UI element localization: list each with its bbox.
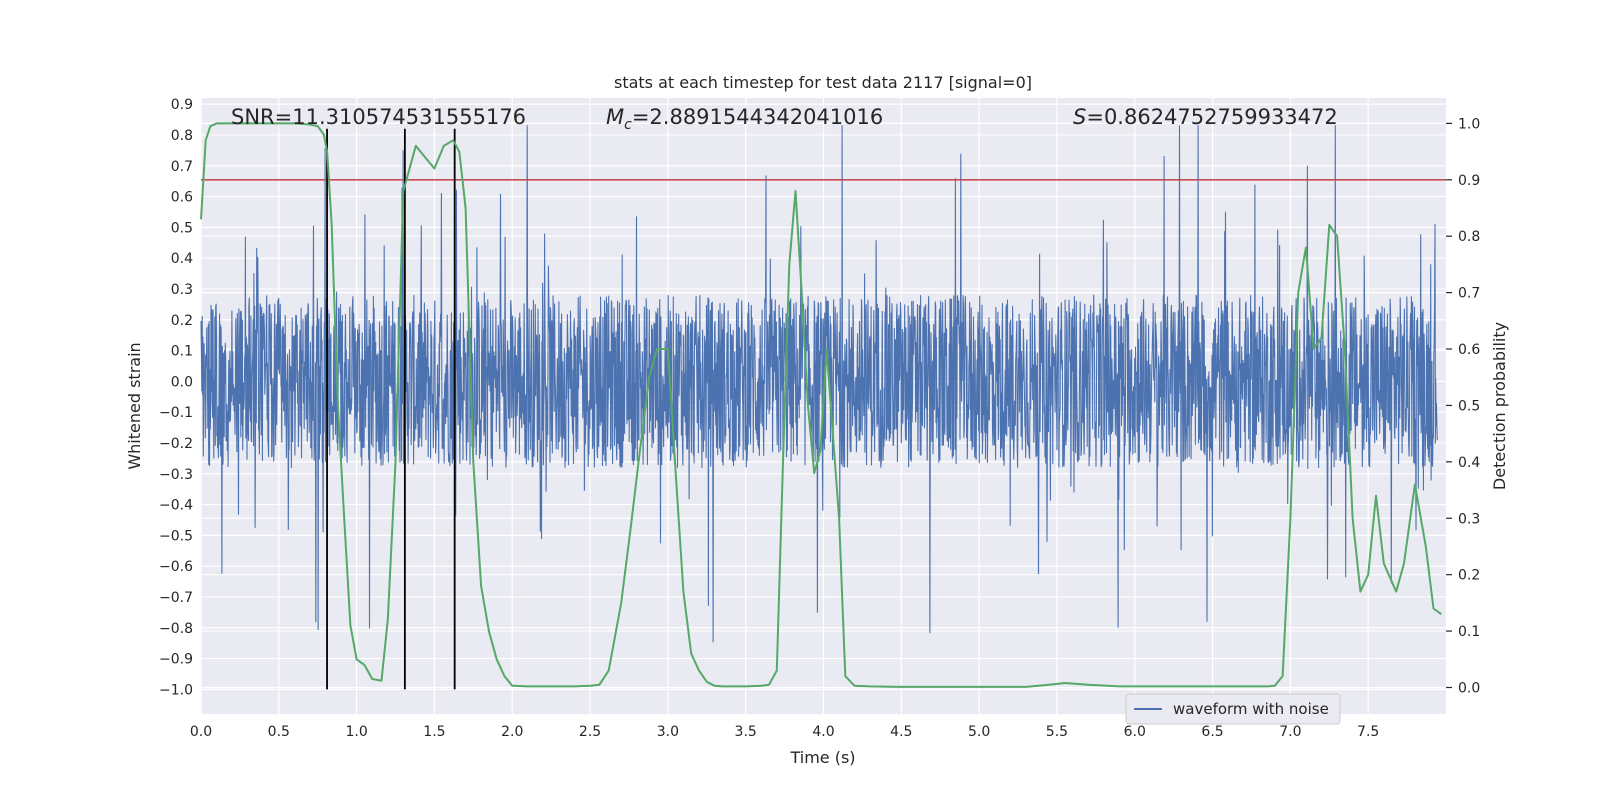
x-tick-label-5: 2.5	[579, 724, 601, 740]
score-symbol: S	[1073, 105, 1086, 129]
y-tick-label-11: −0.2	[159, 436, 193, 452]
chirp-mass-symbol: M	[606, 105, 624, 129]
x-tick-label-11: 5.5	[1046, 724, 1068, 740]
y-tick-label-17: −0.8	[159, 621, 193, 637]
probability-series-path	[200, 122, 1442, 688]
x-tick-label-1: 0.5	[268, 724, 290, 740]
y-tick-label-4: 0.5	[171, 220, 193, 236]
x-tick-label-3: 1.5	[423, 724, 445, 740]
y-tick-label-12: −0.3	[159, 467, 193, 483]
y2-tick-label-8: 0.8	[1458, 229, 1480, 245]
x-tick-label-14: 7.0	[1279, 724, 1301, 740]
x-tick-label-15: 7.5	[1357, 724, 1379, 740]
y-tick-label-6: 0.3	[171, 282, 193, 298]
x-tick-label-10: 5.0	[968, 724, 990, 740]
waveform-series-path	[200, 125, 1438, 643]
x-tick-label-7: 3.5	[735, 724, 757, 740]
y2-tick-label-9: 0.9	[1458, 173, 1480, 189]
vertical-markers	[326, 128, 456, 690]
chirp-mass-subscript: c	[624, 117, 632, 133]
x-tick-label-9: 4.5	[890, 724, 912, 740]
y-tick-label-16: −0.7	[159, 590, 193, 606]
y2-tick-label-0: 0.0	[1458, 680, 1480, 696]
x-tick-label-12: 6.0	[1124, 724, 1146, 740]
y2-axis-title: Detection probability	[1490, 322, 1509, 490]
x-tick-label-13: 6.5	[1201, 724, 1223, 740]
y-tick-label-7: 0.2	[171, 313, 193, 329]
y2-tick-label-2: 0.2	[1458, 568, 1480, 584]
y2-tick-label-4: 0.4	[1458, 455, 1480, 471]
y2-tick-label-6: 0.6	[1458, 342, 1480, 358]
waveform-line	[200, 125, 1438, 643]
y-tick-label-1: 0.8	[171, 128, 193, 144]
legend: waveform with noise	[1125, 693, 1341, 725]
legend-box	[1125, 693, 1341, 725]
x-tick-label-6: 3.0	[657, 724, 679, 740]
y-tick-label-14: −0.5	[159, 528, 193, 544]
y-tick-label-9: 0.0	[171, 374, 193, 390]
y2-tick-label-7: 0.7	[1458, 286, 1480, 302]
score-annotation: S=0.8624752759933472	[1073, 105, 1338, 129]
y2-tick-label-10: 1.0	[1458, 116, 1480, 132]
x-tick-label-2: 1.0	[345, 724, 367, 740]
x-tick-label-8: 4.0	[812, 724, 834, 740]
y-tick-label-13: −0.4	[159, 498, 193, 514]
y-tick-label-8: 0.1	[171, 344, 193, 360]
x-tick-label-4: 2.0	[501, 724, 523, 740]
chirp-mass-value: =2.8891544342041016	[632, 105, 883, 129]
snr-annotation: SNR=11.310574531555176	[231, 105, 526, 129]
y-tick-label-0: 0.9	[171, 97, 193, 113]
x-tick-label-0: 0.0	[190, 724, 212, 740]
y2-tick-label-1: 0.1	[1458, 624, 1480, 640]
chirp-mass-annotation: Mc=2.8891544342041016	[606, 105, 883, 133]
y2-tick-label-5: 0.5	[1458, 398, 1480, 414]
chart-title: stats at each timestep for test data 211…	[614, 73, 1032, 92]
y-tick-label-15: −0.6	[159, 559, 193, 575]
y-axis-title: Whitened strain	[125, 342, 144, 469]
score-value: =0.8624752759933472	[1086, 105, 1337, 129]
x-axis-title: Time (s)	[789, 748, 855, 767]
y-tick-label-3: 0.6	[171, 190, 193, 206]
y-tick-label-2: 0.7	[171, 159, 193, 175]
y2-tick-label-3: 0.3	[1458, 511, 1480, 527]
y-tick-label-5: 0.4	[171, 251, 193, 267]
legend-waveform-label: waveform with noise	[1173, 700, 1329, 718]
y-tick-label-10: −0.1	[159, 405, 193, 421]
y-tick-label-18: −0.9	[159, 652, 193, 668]
y-tick-label-19: −1.0	[159, 682, 193, 698]
axis-ticks: 0.0 0.5 1.0 1.5 2.0 2.5 3.0 3.5 4.0 4.5 5.0 5.5 6.0 6…	[159, 97, 1480, 740]
